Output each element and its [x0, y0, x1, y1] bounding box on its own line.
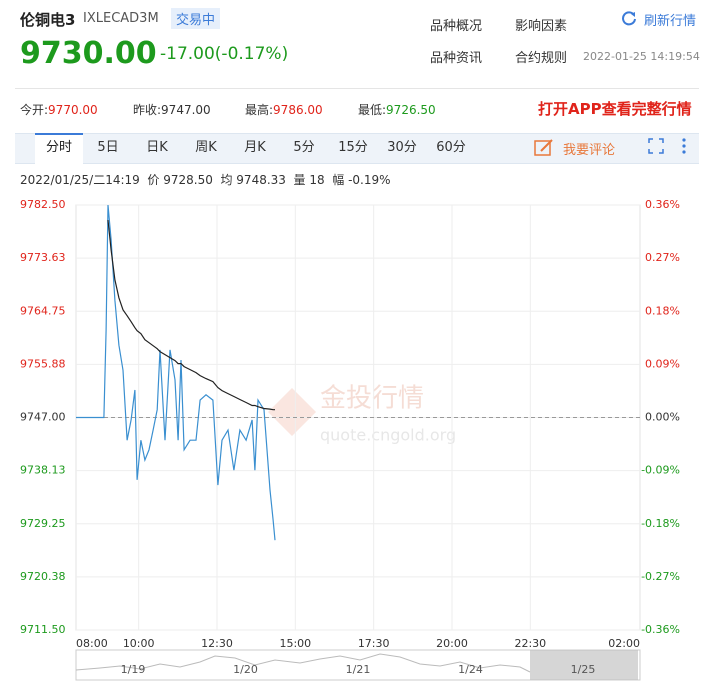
y2-tick-label: 0.09%	[645, 357, 680, 370]
app-promo[interactable]: 打开APP查看完整行情	[538, 100, 692, 118]
comment-icon[interactable]	[533, 138, 555, 158]
tab[interactable]: 周K	[195, 140, 217, 155]
toolbar-icons[interactable]	[648, 138, 692, 156]
refresh-button[interactable]: 刷新行情	[644, 14, 697, 29]
stat: 最高:9786.00	[245, 101, 323, 118]
nav-link[interactable]: 品种资讯	[430, 51, 483, 66]
x-tick-label: 10:00	[123, 637, 155, 650]
navigator-selection[interactable]	[530, 650, 638, 680]
y-tick-label: 9764.75	[20, 304, 66, 317]
stat-value: 9786.00	[273, 103, 323, 117]
tab[interactable]: 15分	[338, 140, 368, 155]
y2-tick-label: 0.36%	[645, 198, 680, 211]
navigator-date: 1/21	[346, 663, 371, 676]
navigator-date: 1/20	[233, 663, 258, 676]
nav-link[interactable]: 影响因素	[515, 19, 568, 34]
tab[interactable]: 分时	[45, 140, 72, 155]
x-tick-label: 20:00	[436, 637, 468, 650]
tab-bar	[15, 133, 699, 164]
x-tick-label: 08:00	[76, 637, 108, 650]
y-tick-label: 9773.63	[20, 251, 66, 264]
x-tick-label: 15:00	[279, 637, 311, 650]
y2-tick-label: -0.36%	[641, 623, 680, 636]
y-tick-label: 9755.88	[20, 357, 66, 370]
tab[interactable]: 日K	[146, 140, 168, 155]
price-change: -17.00(-0.17%)	[160, 44, 289, 64]
series-line	[76, 204, 276, 541]
stat-value: 9747.00	[161, 103, 211, 117]
divider	[15, 88, 699, 89]
navigator-date: 1/19	[121, 663, 146, 676]
y2-tick-label: -0.18%	[641, 517, 680, 530]
y2-tick-label: -0.27%	[641, 570, 680, 583]
navigator-date: 1/25	[571, 663, 596, 676]
stat-value: 9770.00	[48, 103, 98, 117]
refresh-icon[interactable]	[621, 10, 637, 26]
stat-value: 9726.50	[386, 103, 436, 117]
y-tick-label: 9711.50	[20, 623, 66, 636]
tab[interactable]: 60分	[436, 140, 466, 155]
stat-label: 最高:	[245, 103, 274, 117]
x-tick-label: 22:30	[514, 637, 546, 650]
instrument-name: 伦铜电3	[20, 11, 76, 29]
tab[interactable]: 月K	[244, 140, 266, 155]
x-tick-label: 12:30	[201, 637, 233, 650]
tab[interactable]: 30分	[387, 140, 417, 155]
x-tick-label: 17:30	[358, 637, 390, 650]
y-tick-label: 9729.25	[20, 517, 66, 530]
y-tick-label: 9782.50	[20, 198, 66, 211]
active-tab-bg	[35, 133, 83, 164]
y-tick-label: 9720.38	[20, 570, 66, 583]
chart: 金投行情 quote.cngold.org 9782.50 9773.63 9764…	[20, 198, 680, 681]
instrument-code: IXLECAD3M	[83, 11, 159, 26]
last-price: 9730.00	[20, 36, 157, 71]
stat-label: 最低:	[358, 103, 387, 117]
stat-label: 今开:	[20, 103, 49, 117]
status-badge: 交易中	[171, 8, 221, 29]
nav-link[interactable]: 品种概况	[430, 19, 483, 34]
tab[interactable]: 5日	[97, 140, 119, 155]
stat: 最低:9726.50	[358, 101, 436, 118]
stat-label: 昨收:	[133, 103, 162, 117]
navigator-trace	[75, 653, 531, 673]
watermark: 金投行情 quote.cngold.org	[268, 384, 456, 445]
y2-tick-label: 0.18%	[645, 304, 680, 317]
watermark-url: quote.cngold.org	[320, 426, 456, 445]
series-line	[107, 219, 275, 411]
quote-time: 2022-01-25 14:19:54	[583, 50, 700, 63]
y2-tick-label: -0.09%	[641, 464, 680, 477]
nav-link[interactable]: 合约规则	[515, 51, 568, 66]
stat: 昨收:9747.00	[133, 101, 211, 118]
watermark-brand: 金投行情	[320, 384, 424, 414]
crosshair-info: 2022/01/25/二14:19 价 9728.50 均 9748.33 量 …	[20, 173, 391, 187]
navigator-date: 1/24	[458, 663, 483, 676]
tab[interactable]: 5分	[293, 140, 315, 155]
y2-tick-label: 0.27%	[645, 251, 680, 264]
y-tick-label: 9747.00	[20, 411, 66, 424]
comment-button[interactable]: 我要评论	[563, 143, 616, 158]
stat: 今开:9770.00	[20, 101, 98, 118]
x-tick-label: 02:00	[608, 637, 640, 650]
y2-tick-label: 0.00%	[645, 411, 680, 424]
y-tick-label: 9738.13	[20, 464, 66, 477]
